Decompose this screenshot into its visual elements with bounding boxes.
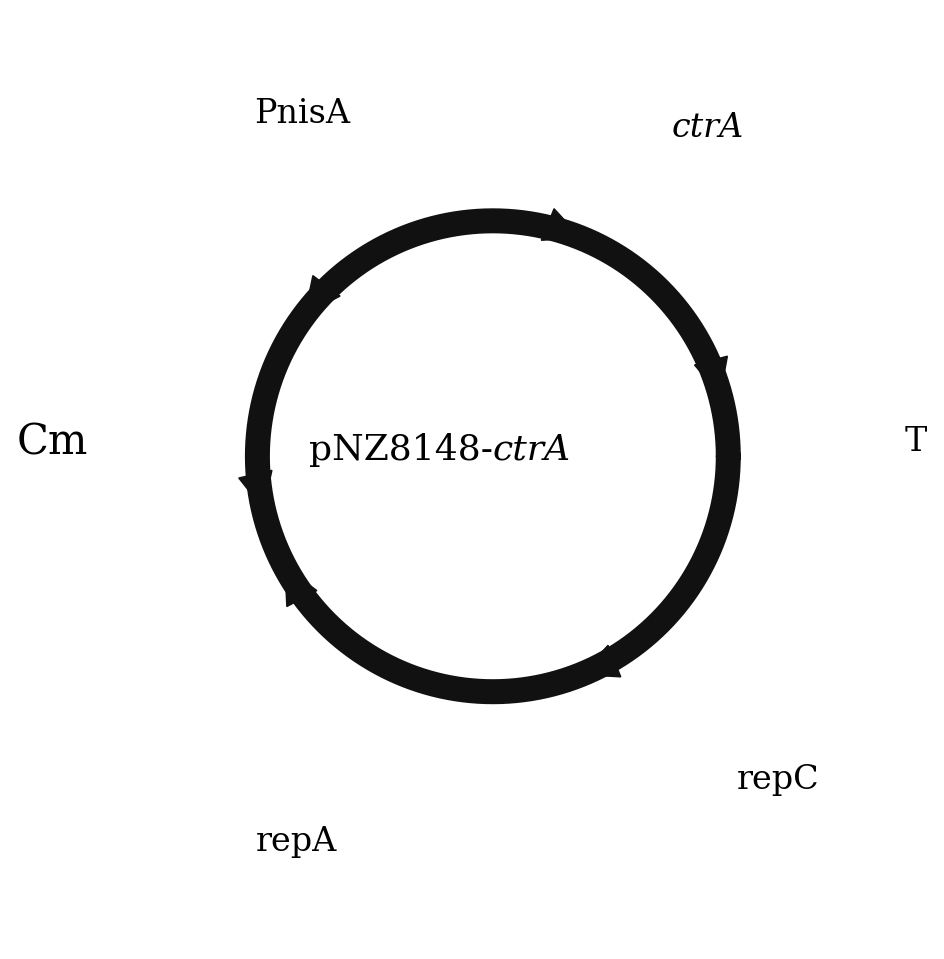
Text: T: T xyxy=(904,426,927,457)
Polygon shape xyxy=(695,356,728,395)
Polygon shape xyxy=(305,275,340,315)
Polygon shape xyxy=(582,645,621,677)
Polygon shape xyxy=(285,567,317,606)
Text: pNZ8148-: pNZ8148- xyxy=(309,433,493,467)
Text: ctrA: ctrA xyxy=(671,112,744,145)
Text: repC: repC xyxy=(737,764,819,796)
Text: Cm: Cm xyxy=(16,421,88,463)
Text: PnisA: PnisA xyxy=(255,98,350,130)
Polygon shape xyxy=(239,470,272,509)
Polygon shape xyxy=(541,209,582,241)
Text: repA: repA xyxy=(256,826,337,858)
Text: ctrA: ctrA xyxy=(493,433,571,467)
